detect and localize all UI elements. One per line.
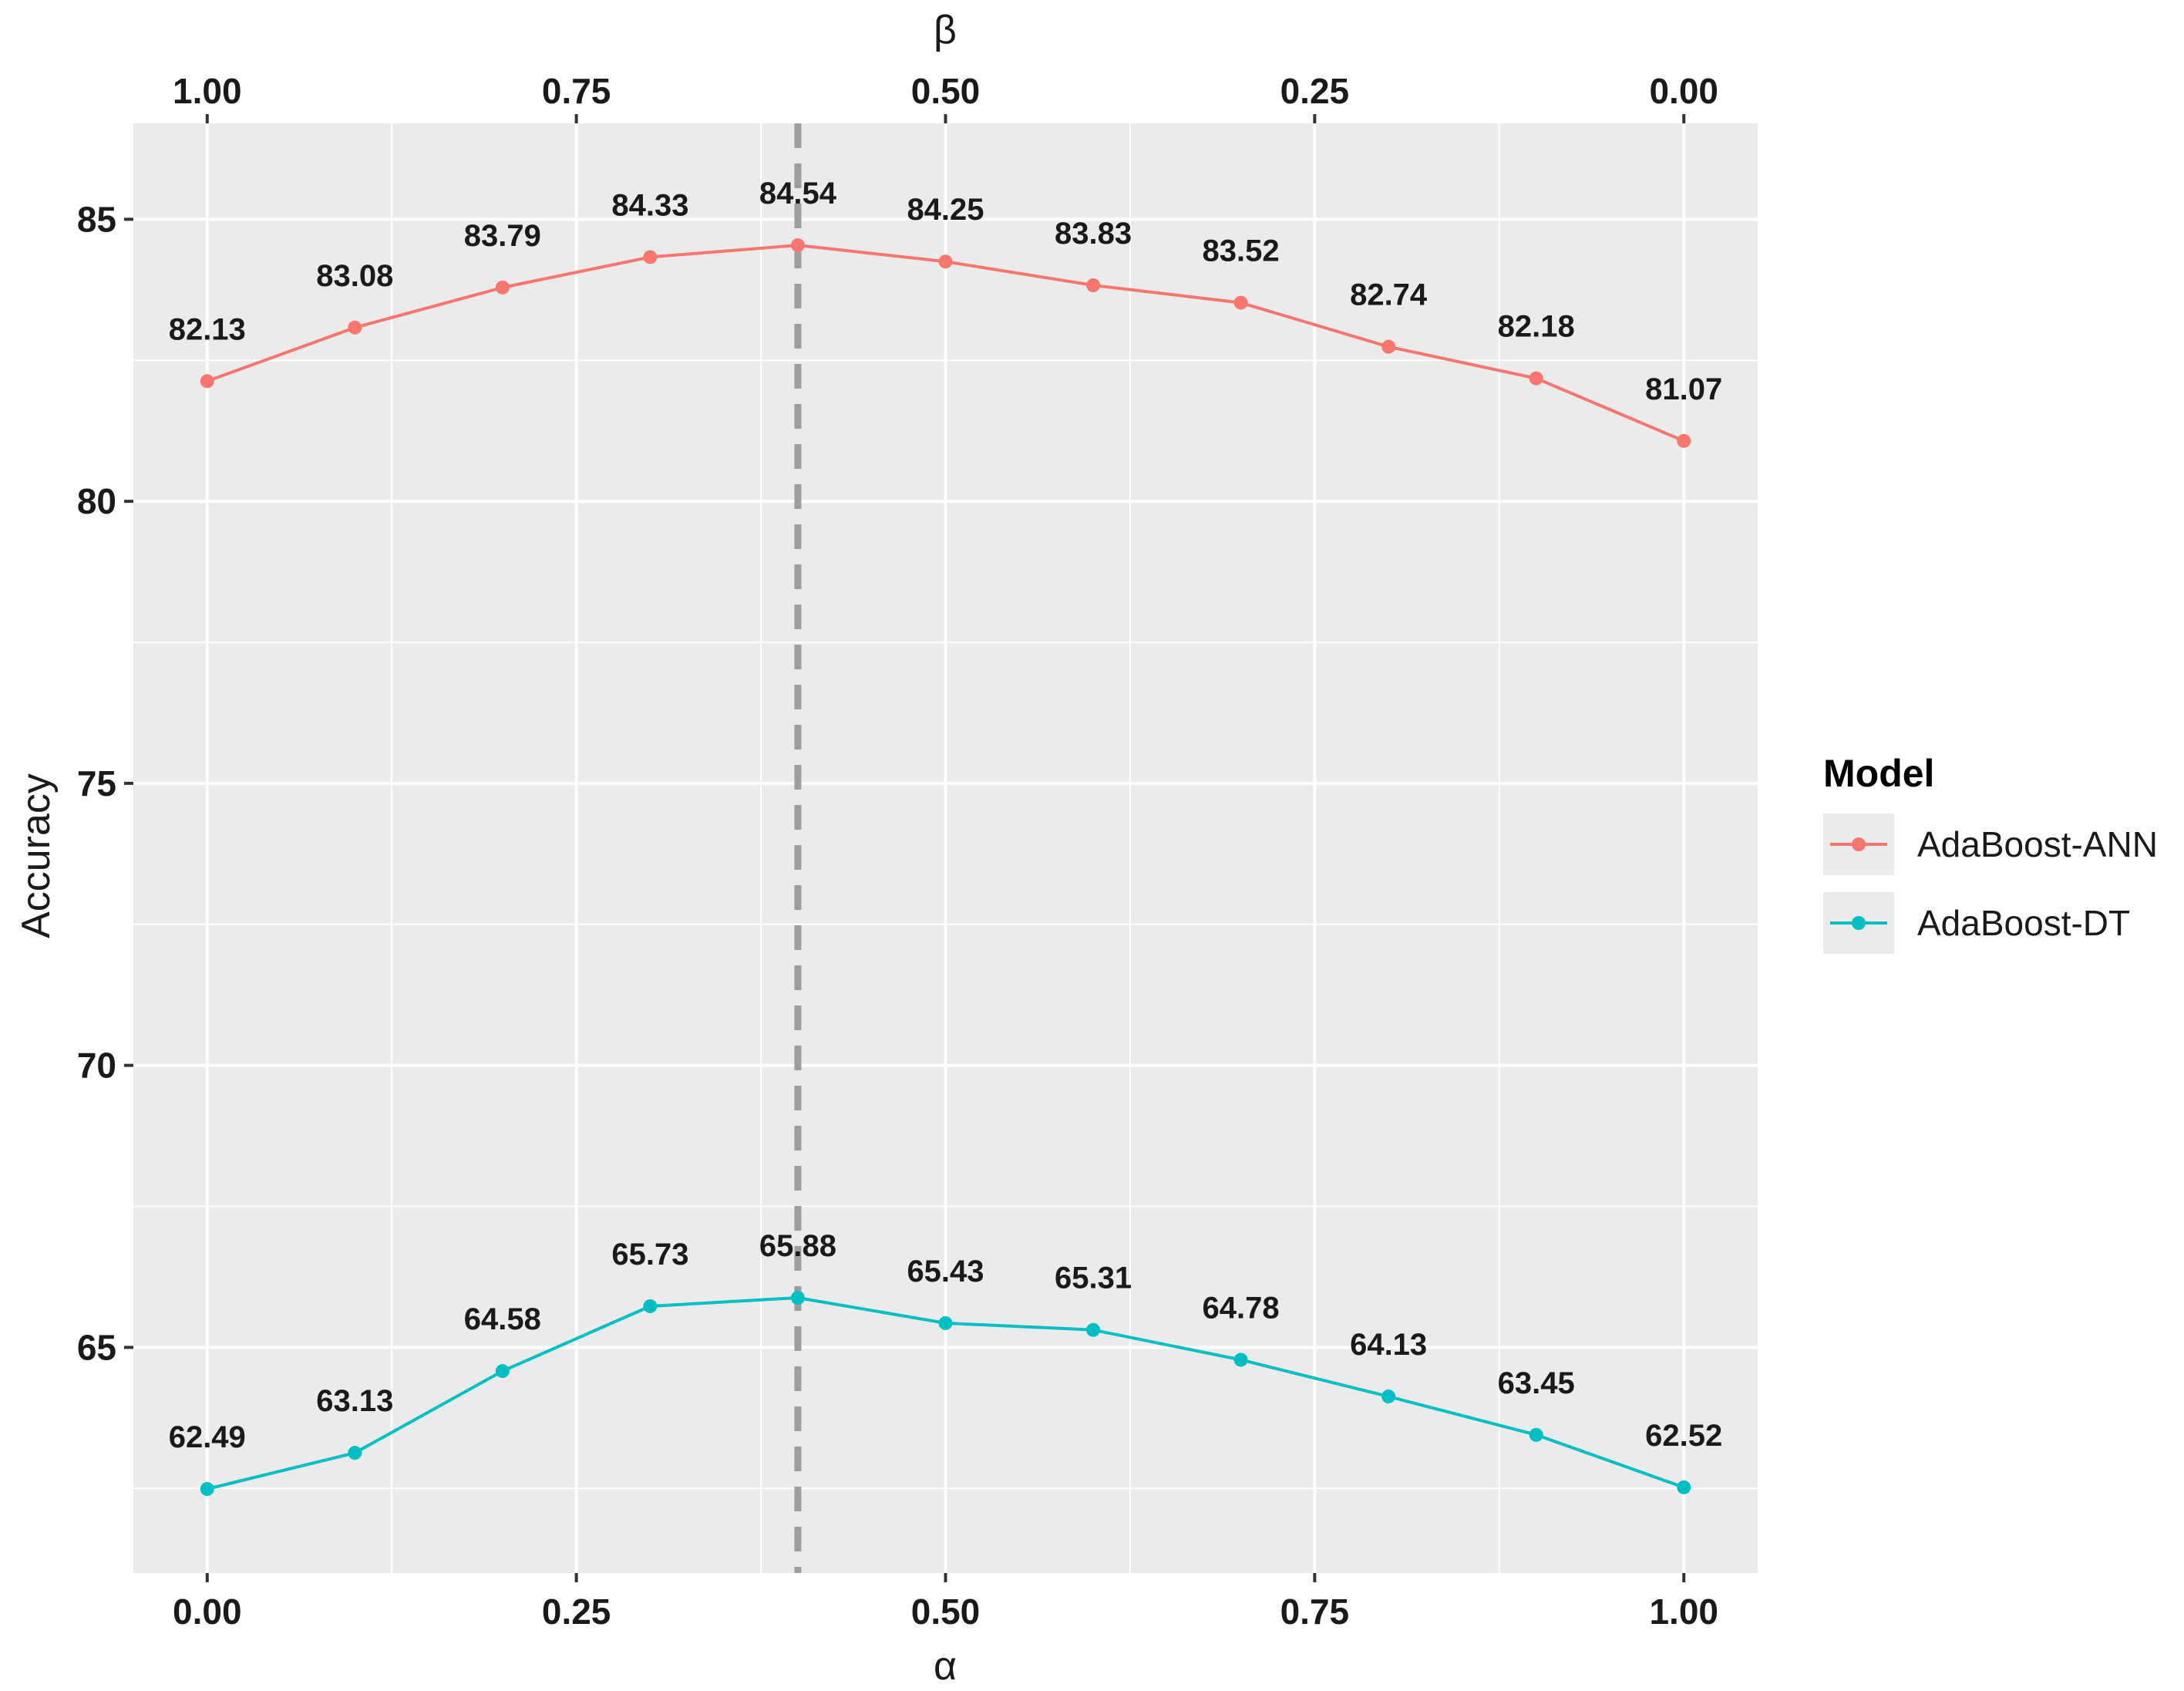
legend-label-adaboost-dt: AdaBoost-DT [1917,903,2130,943]
data-point [1529,371,1543,386]
data-point [1233,295,1248,310]
grid-minor-x [391,123,1500,1573]
data-point [790,238,805,253]
data-label: 82.74 [1350,278,1428,312]
data-point [643,1299,658,1313]
data-label: 82.18 [1498,310,1575,344]
data-label: 62.52 [1645,1419,1722,1453]
data-point [495,280,510,295]
legend-key-point [1852,916,1866,930]
data-point [348,320,362,335]
x-tick-label: 0.25 [542,1592,611,1632]
data-label: 64.78 [1203,1291,1280,1325]
data-labels-layer: 82.13 83.08 83.79 84.33 84.54 84.25 83.83 83.52… [169,177,1723,1454]
x2-tick-label: 0.50 [911,71,981,111]
data-point [200,374,214,389]
data-label: 83.08 [316,259,393,293]
data-label: 65.31 [1055,1262,1132,1295]
grid-major-x [205,123,1686,1573]
data-label: 63.13 [316,1384,393,1418]
legend: Model AdaBoost-ANN AdaBoost-DT [1823,752,2158,954]
y-tick-label: 75 [77,763,116,803]
y-tick-label: 65 [77,1327,116,1367]
data-label: 65.73 [611,1238,688,1272]
x-axis-top: 1.00 0.75 0.50 0.25 0.00 [173,71,1718,123]
legend-title: Model [1823,752,1934,795]
series-layer [200,238,1691,1497]
data-point [643,250,658,264]
x2-tick-label: 0.75 [542,71,611,111]
data-label: 82.13 [169,312,246,346]
data-label: 84.33 [611,188,688,222]
data-point [200,1482,214,1497]
data-label: 64.13 [1350,1328,1427,1362]
x-tick-label: 0.50 [911,1592,981,1632]
y-tick-label: 70 [77,1046,116,1086]
y-axis: 65 70 75 80 85 [77,199,133,1367]
data-point [495,1364,510,1379]
data-point [1381,1390,1396,1404]
data-label: 83.79 [464,219,541,253]
data-point [790,1291,805,1305]
data-point [1233,1352,1248,1367]
x-axis-bottom: 0.00 0.25 0.50 0.75 1.00 [173,1573,1718,1632]
data-label: 83.83 [1055,217,1132,251]
data-point [1677,1480,1691,1494]
x-axis-title: α [934,1644,957,1689]
data-point [1529,1427,1543,1442]
data-label: 81.07 [1645,372,1722,406]
data-label: 83.52 [1203,234,1280,268]
x2-tick-label: 0.00 [1649,71,1718,111]
x-tick-label: 0.75 [1280,1592,1350,1632]
data-point [348,1446,362,1460]
data-point [1086,278,1101,292]
data-label: 64.58 [464,1302,541,1336]
data-label: 84.25 [907,193,984,227]
legend-key-point [1852,837,1866,851]
data-label: 65.88 [759,1229,836,1263]
data-label: 84.54 [759,177,837,211]
data-point [1381,339,1396,354]
legend-label-adaboost-ann: AdaBoost-ANN [1917,824,2158,864]
data-point [938,254,953,269]
data-point [1677,433,1691,448]
grid-major-y [133,217,1758,1349]
data-label: 62.49 [169,1420,246,1454]
x2-tick-label: 0.25 [1280,71,1350,111]
x2-axis-title: β [934,8,957,52]
data-point [1086,1322,1101,1337]
data-label: 63.45 [1498,1366,1575,1400]
x2-tick-label: 1.00 [173,71,242,111]
legend-keys [1830,837,1887,930]
data-label: 65.43 [907,1255,984,1288]
x-tick-label: 1.00 [1649,1592,1718,1632]
x-tick-label: 0.00 [173,1592,242,1632]
data-point [938,1315,953,1330]
y-axis-title: Accuracy [14,773,59,938]
y-tick-label: 85 [77,199,116,239]
y-tick-label: 80 [77,481,116,521]
